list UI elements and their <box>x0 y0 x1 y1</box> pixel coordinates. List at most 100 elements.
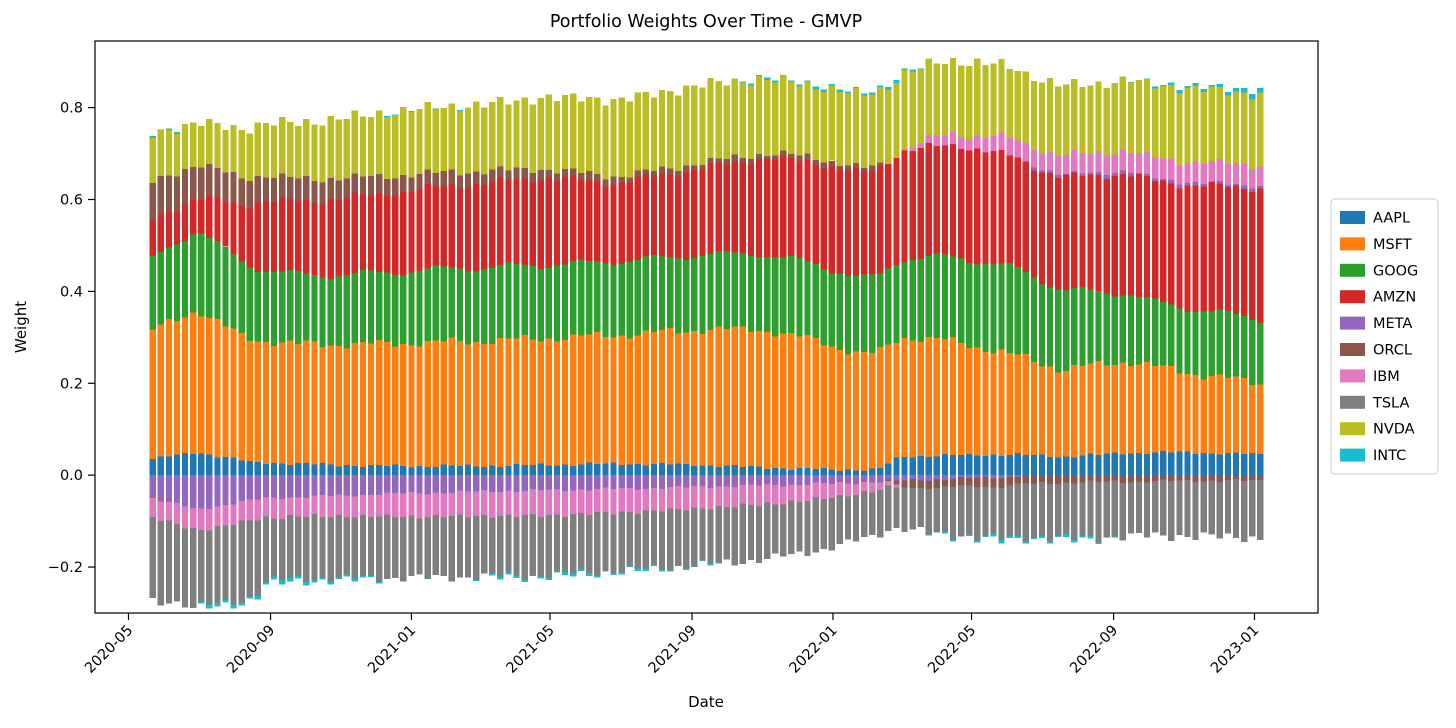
bar-segment-TSLA <box>1176 480 1183 536</box>
bar-segment-MSFT <box>836 350 844 472</box>
bars-series-NVDA <box>149 57 1264 183</box>
legend-swatch-IBM <box>1340 369 1365 383</box>
bar-segment-META <box>852 475 860 485</box>
bar-segment-MSFT <box>933 337 941 457</box>
bar-segment-NVDA <box>230 125 237 172</box>
bars-series-MSFT <box>149 312 1264 472</box>
bar-segment-IBM <box>190 507 197 529</box>
bar-segment-INTC <box>1249 94 1256 100</box>
bar-segment-AAPL <box>1240 454 1248 476</box>
bar-segment-ORCL <box>367 176 375 196</box>
bar-segment-AMZN <box>699 169 706 256</box>
bar-segment-AMZN <box>877 166 884 274</box>
bar-segment-META <box>230 475 237 505</box>
bar-segment-AAPL <box>812 469 819 476</box>
bar-segment-GOOG <box>1030 277 1038 362</box>
bar-segment-MSFT <box>602 336 609 464</box>
bars-series-INTC <box>149 68 1264 609</box>
bar-segment-MSFT <box>1135 364 1143 453</box>
bar-segment-AMZN <box>828 166 835 274</box>
bar-segment-META <box>949 475 957 480</box>
bar-segment-TSLA <box>675 509 682 566</box>
x-tick-label: 2021-01 <box>365 623 419 677</box>
x-tick-label: 2020-05 <box>82 623 136 677</box>
bar-segment-AAPL <box>214 457 221 476</box>
bar-segment-TSLA <box>828 498 835 551</box>
bar-segment-INTC <box>545 577 553 580</box>
bar-segment-MSFT <box>925 336 932 457</box>
bar-segment-NVDA <box>1079 87 1086 154</box>
bar-segment-ORCL <box>481 174 488 185</box>
bar-segment-IBM <box>206 509 213 531</box>
bar-segment-MSFT <box>788 332 795 470</box>
bar-segment-NVDA <box>1127 82 1135 154</box>
bar-segment-GOOG <box>561 264 569 340</box>
bar-segment-INTC <box>650 564 658 566</box>
bar-segment-ORCL <box>885 479 892 482</box>
bar-segment-AAPL <box>319 463 326 476</box>
bar-segment-TSLA <box>877 489 884 538</box>
bar-segment-MSFT <box>1208 376 1215 454</box>
bar-segment-ORCL <box>400 174 407 192</box>
bar-segment-GOOG <box>618 264 625 336</box>
bar-segment-IBM <box>505 490 512 515</box>
bar-segment-META <box>303 475 310 498</box>
bar-segment-IBM <box>949 132 957 145</box>
bar-segment-ORCL <box>384 178 391 197</box>
bar-segment-ORCL <box>1055 475 1062 485</box>
bar-segment-GOOG <box>400 275 407 345</box>
bar-segment-MSFT <box>392 346 399 465</box>
bar-segment-NVDA <box>489 102 496 170</box>
bar-segment-TSLA <box>238 520 245 603</box>
bar-segment-META <box>448 475 456 493</box>
bar-segment-IBM <box>860 482 868 492</box>
bar-segment-INTC <box>335 577 342 580</box>
bar-segment-TSLA <box>181 528 189 608</box>
bar-segment-MSFT <box>1095 360 1102 455</box>
bar-segment-META <box>400 475 407 494</box>
bar-segment-TSLA <box>311 514 318 581</box>
bar-segment-IBM <box>610 489 617 515</box>
bar-segment-ORCL <box>521 167 528 179</box>
bar-segment-AMZN <box>933 145 941 254</box>
bar-segment-AMZN <box>1030 170 1038 278</box>
bar-segment-TSLA <box>198 530 205 603</box>
bar-segment-TSLA <box>1071 483 1078 540</box>
bar-segment-ORCL <box>772 155 779 160</box>
bar-segment-IBM <box>658 489 666 512</box>
bar-segment-AMZN <box>448 184 456 268</box>
bar-segment-AMZN <box>278 197 286 272</box>
bar-segment-TSLA <box>731 507 738 565</box>
bar-segment-TSLA <box>392 517 399 579</box>
bar-segment-IBM <box>1160 158 1167 180</box>
bar-segment-AAPL <box>537 463 544 476</box>
bar-segment-AAPL <box>1160 451 1167 476</box>
bar-segment-TSLA <box>739 503 747 564</box>
bar-segment-META <box>545 475 553 490</box>
bar-segment-AMZN <box>1168 183 1175 305</box>
bar-segment-INTC <box>860 93 868 96</box>
legend-item-TSLA: TSLA <box>1340 395 1409 411</box>
bar-segment-IBM <box>1135 152 1143 173</box>
bar-segment-AAPL <box>634 463 641 476</box>
bar-segment-IBM <box>804 485 811 501</box>
bar-segment-TSLA <box>1119 482 1126 541</box>
bar-segment-AAPL <box>828 469 835 476</box>
bar-segment-ORCL <box>1249 475 1256 480</box>
bar-segment-IBM <box>650 488 658 511</box>
bar-segment-AAPL <box>1046 457 1054 476</box>
bar-segment-ORCL <box>1152 475 1159 482</box>
bar-segment-ORCL <box>262 177 270 201</box>
bar-segment-TSLA <box>529 514 536 576</box>
bar-segment-TSLA <box>650 510 658 565</box>
bar-segment-NVDA <box>464 107 472 174</box>
bar-segment-MSFT <box>1055 372 1062 458</box>
bar-segment-META <box>666 475 674 487</box>
bar-segment-TSLA <box>1240 480 1248 543</box>
bar-segment-AMZN <box>715 162 722 252</box>
bar-segment-MSFT <box>335 346 342 467</box>
bar-segment-INTC <box>836 89 844 92</box>
bar-segment-IBM <box>561 491 569 517</box>
bar-segment-AMZN <box>157 214 164 253</box>
bar-segment-AAPL <box>917 455 924 476</box>
